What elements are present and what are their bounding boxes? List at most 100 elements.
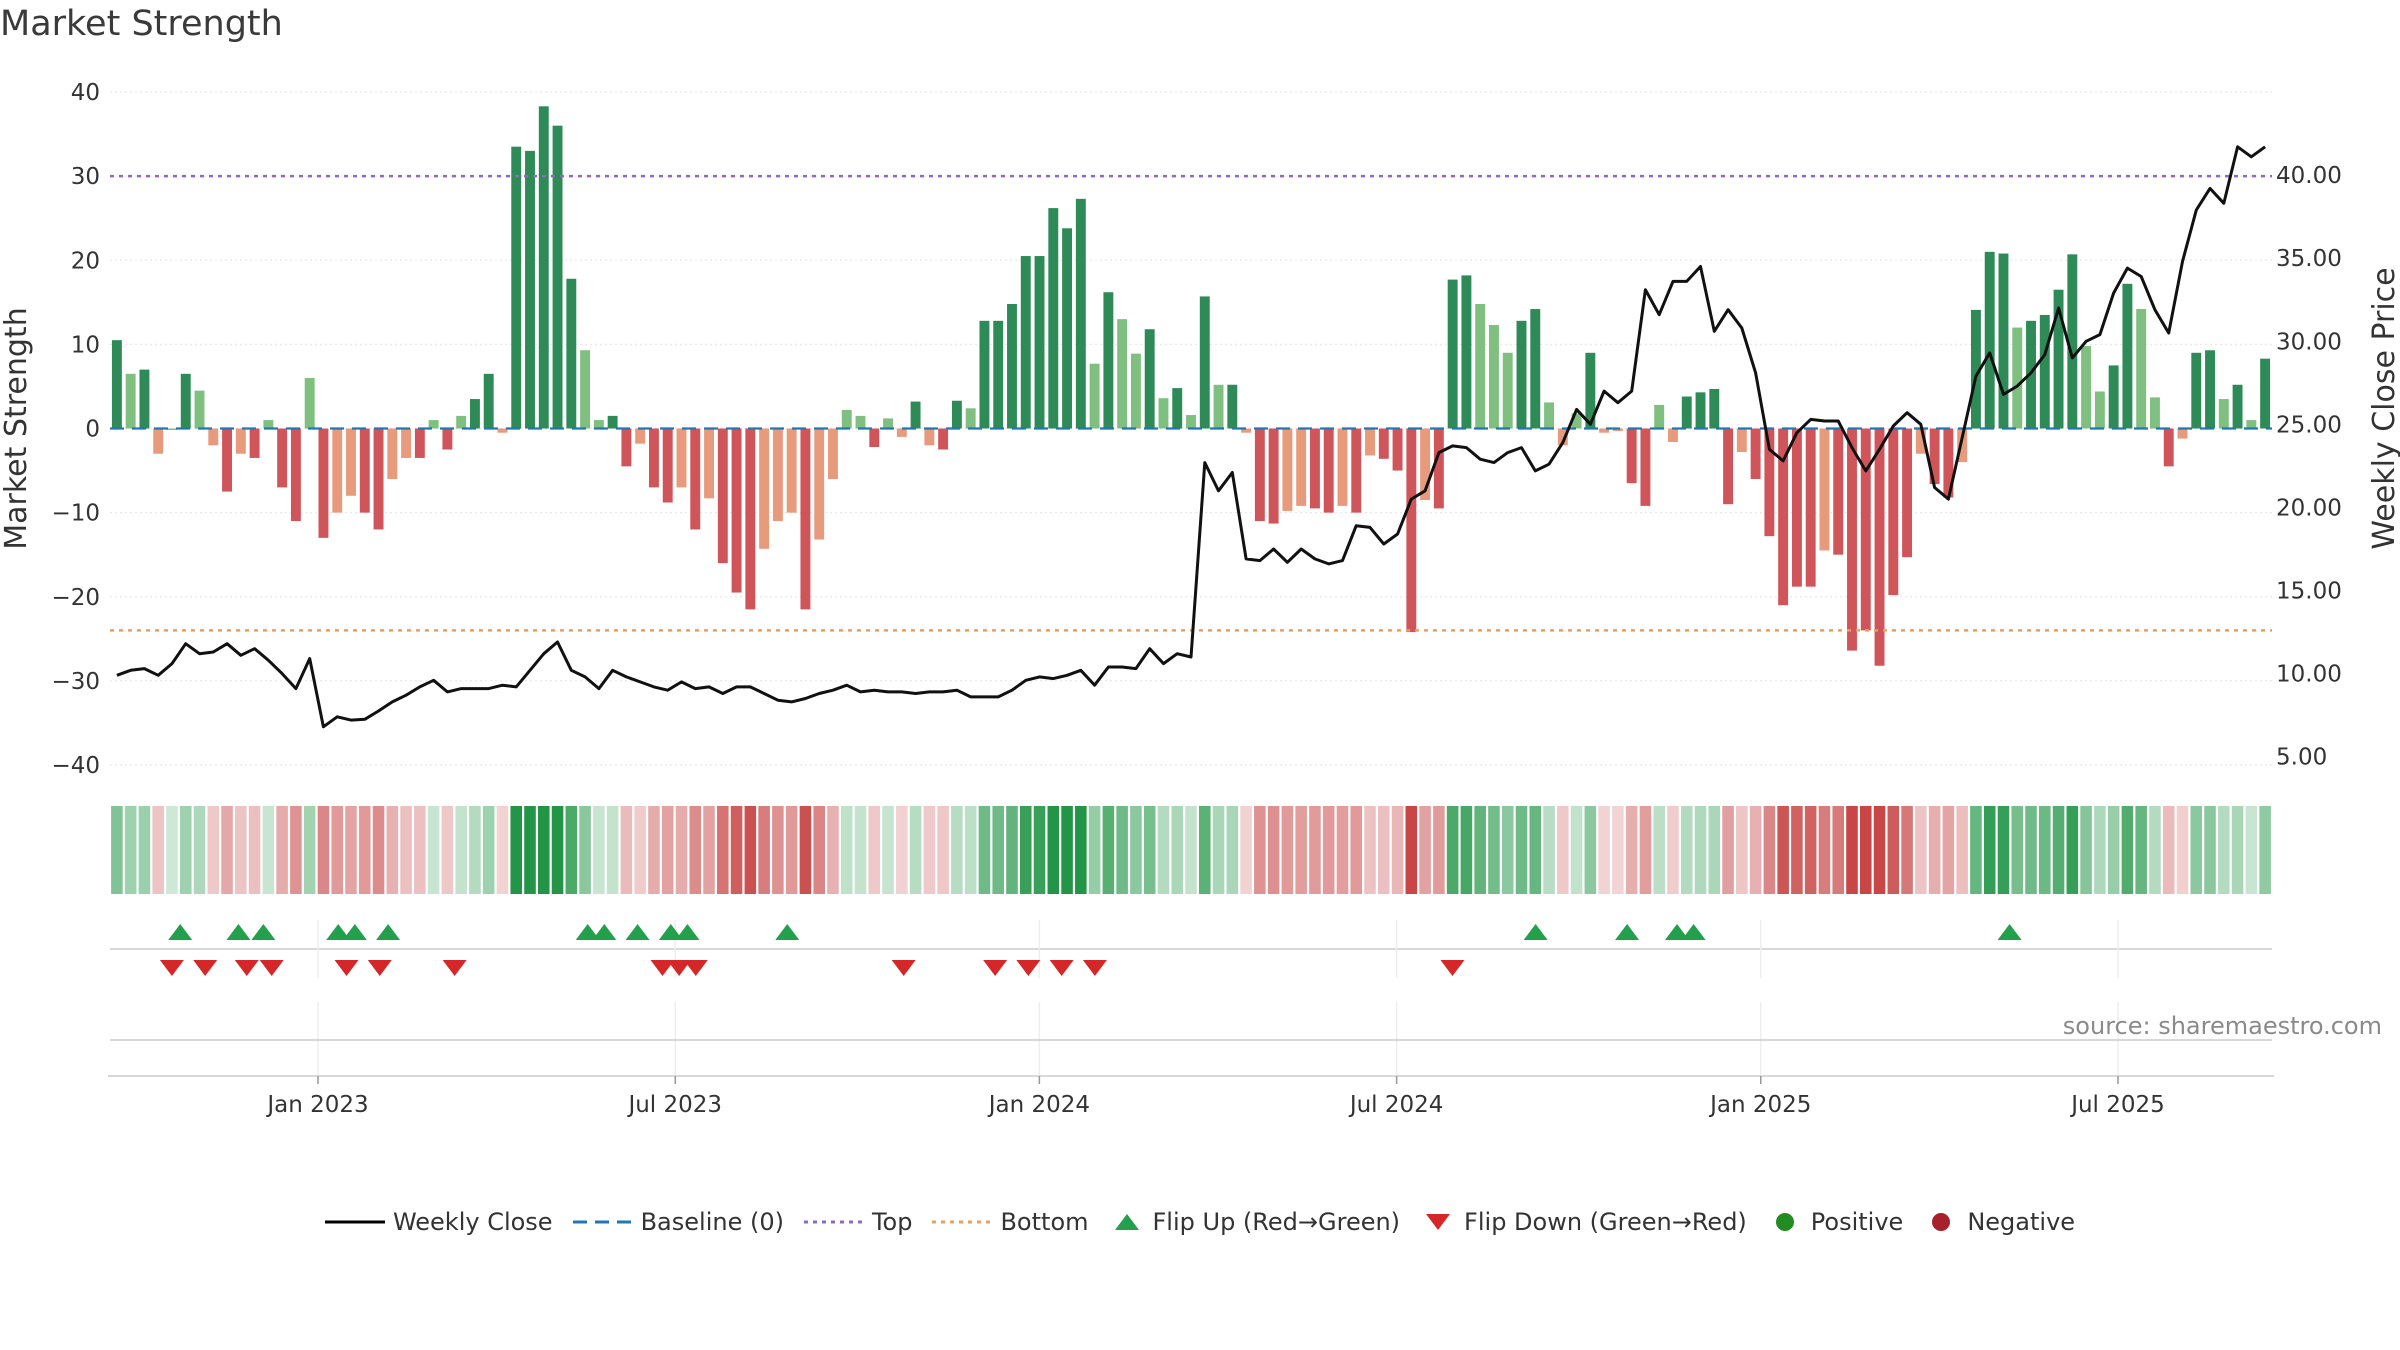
legend-label: Weekly Close [392, 1208, 553, 1236]
strength-bar [993, 320, 1004, 429]
strength-bar [332, 428, 343, 513]
legend-item-weekly-close: Weekly Close [324, 1208, 553, 1236]
strength-bar [883, 418, 894, 429]
heat-cell [2204, 806, 2216, 894]
strength-bar [1819, 428, 1830, 551]
heat-cell [758, 806, 770, 894]
strength-bar [1599, 428, 1610, 433]
heat-cell [1212, 806, 1225, 894]
flip-down-marker [650, 960, 675, 976]
heat-cell [469, 806, 481, 894]
strength-bar [772, 428, 783, 522]
strength-bar [1984, 251, 1995, 429]
strength-bar [1764, 428, 1775, 537]
heat-cell [1667, 806, 1679, 894]
heat-cell [661, 806, 674, 894]
strength-bar [2122, 283, 2133, 429]
strength-bar [1791, 428, 1802, 587]
heat-cell [2011, 806, 2024, 894]
heat-cell [2080, 806, 2092, 894]
flip-down-marker [442, 960, 467, 976]
strength-bar [717, 428, 728, 564]
strength-bar [1915, 428, 1926, 454]
flip-down-marker [334, 960, 359, 976]
strength-bar [1406, 428, 1417, 633]
source-label: source: sharemaestro.com [2062, 1012, 2382, 1040]
strength-bar [566, 278, 577, 429]
strength-bar [965, 408, 976, 429]
heat-cell [1612, 806, 1624, 894]
flip-up-marker [251, 924, 276, 940]
heat-cell [868, 806, 881, 894]
strength-bar [2053, 289, 2064, 429]
strength-bar [786, 428, 797, 513]
heat-cell [2066, 806, 2079, 894]
heat-cell [1970, 806, 1982, 894]
strength-bar [1130, 353, 1141, 429]
strength-bar [2177, 428, 2188, 439]
heat-cell [1254, 806, 1266, 894]
line-dotted-purple-icon [803, 1220, 864, 1224]
heat-cell [799, 806, 812, 894]
legend-item-bottom: Bottom [932, 1208, 1089, 1236]
heat-cell [1157, 806, 1170, 894]
strength-bar [456, 415, 467, 429]
strength-bar [1640, 428, 1651, 506]
strength-bar [1833, 428, 1844, 555]
heat-cell [992, 806, 1004, 894]
strength-bar [1957, 428, 1968, 463]
strength-bar [139, 369, 150, 429]
heat-cell [1791, 806, 1803, 894]
heat-cell [896, 806, 908, 894]
strength-bar [1902, 428, 1913, 558]
flip-down-marker [159, 960, 184, 976]
strength-bar [1447, 279, 1458, 429]
strength-bar [704, 428, 714, 499]
legend-item-flip-up: Flip Up (Red→Green) [1109, 1208, 1400, 1236]
strength-bar [483, 373, 494, 429]
strength-bar [1516, 320, 1527, 429]
strength-bar [125, 373, 136, 429]
x-tick-label: Jan 2025 [1708, 1092, 1811, 1118]
y-right-tick: 20.00 [2276, 495, 2342, 521]
strength-bar [1158, 398, 1169, 429]
weekly-close-line [116, 145, 2266, 729]
y-right-tick: 5.00 [2276, 745, 2327, 771]
heat-cell [1309, 806, 1321, 894]
flip-up-marker [658, 924, 683, 940]
strength-bar [1847, 428, 1857, 651]
triangle-down-icon [1426, 1214, 1451, 1230]
flip-up-marker [326, 924, 351, 940]
heat-cell [152, 806, 164, 894]
strength-bar [1668, 428, 1678, 442]
heat-cell [1143, 806, 1156, 894]
heat-cell [1488, 806, 1500, 894]
strength-bar [208, 428, 219, 446]
strength-bar [1585, 352, 1596, 429]
strength-bar [1420, 428, 1431, 501]
strength-bar [2205, 350, 2215, 429]
heat-cell [1639, 806, 1652, 894]
strength-bar [222, 428, 233, 492]
strength-bar [1736, 428, 1747, 453]
heat-cell [937, 806, 949, 894]
y-right-tick: 35.00 [2276, 246, 2342, 272]
heat-cell [1873, 806, 1886, 894]
strength-bar [1075, 198, 1086, 429]
heat-cell [317, 806, 330, 894]
heat-cell [1185, 806, 1197, 894]
strength-bar [290, 428, 301, 522]
circle-green-icon [1775, 1213, 1794, 1231]
strength-bar [1323, 428, 1334, 513]
x-tick-label: Jan 2023 [265, 1092, 368, 1118]
heat-cell [1474, 806, 1486, 894]
heat-cell [1956, 806, 1968, 894]
strength-bar [1502, 352, 1513, 429]
legend-label: Baseline (0) [640, 1208, 784, 1236]
heat-cell [1749, 806, 1762, 894]
heat-cell [1653, 806, 1665, 894]
heat-cell [1901, 806, 1913, 894]
heat-cell [1708, 806, 1721, 894]
strength-bar [951, 400, 962, 429]
heat-cell [427, 806, 440, 894]
